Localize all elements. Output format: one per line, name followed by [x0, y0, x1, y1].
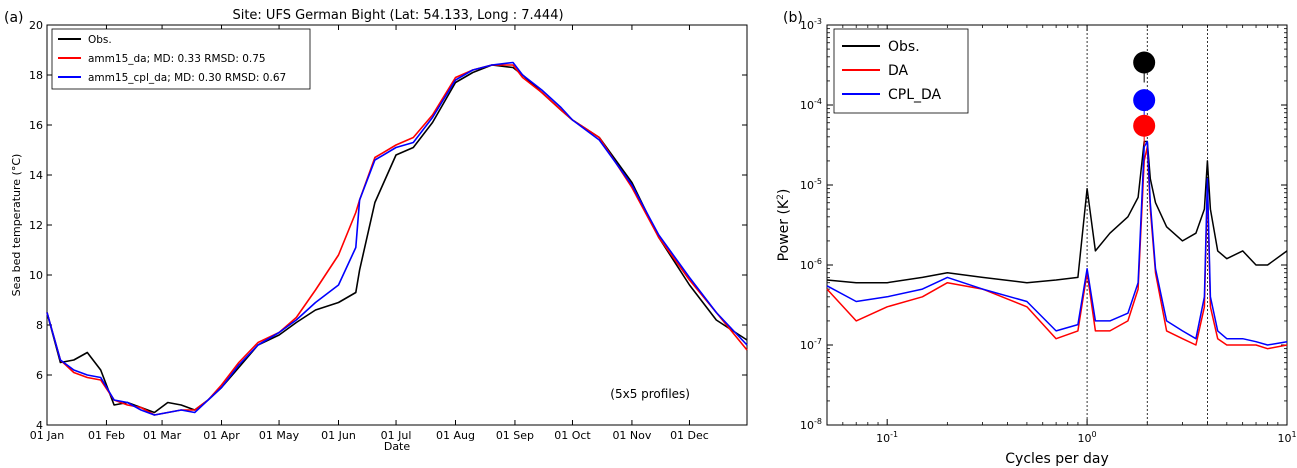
peak-marker-da — [1133, 114, 1156, 137]
y-tick-label: 10-5 — [800, 177, 822, 192]
x-tick-label: 01 Oct — [554, 429, 591, 442]
y-tick-label: 10 — [29, 269, 43, 282]
legend-label-obs: Obs. — [888, 39, 920, 55]
y-tick-label: 4 — [36, 419, 43, 432]
chart-title: Site: UFS German Bight (Lat: 54.133, Lon… — [232, 8, 563, 23]
y-tick-label: 10-3 — [800, 17, 822, 32]
y-tick-label: 10-6 — [800, 257, 822, 272]
y-tick-label: 20 — [29, 19, 43, 32]
series-line-da — [826, 146, 1288, 350]
series-line-amm15-cpl-da — [46, 61, 748, 416]
panel-a-label: (a) — [4, 10, 24, 26]
x-tick-label: 01 Feb — [88, 429, 125, 442]
y-tick-label: 10-7 — [800, 337, 822, 352]
x-tick-label: 01 Sep — [496, 429, 534, 442]
x-tick-label: 01 Jan — [30, 429, 64, 442]
legend-label-amm15-cpl-da: amm15_cpl_da; MD: 0.30 RMSD: 0.67 — [88, 72, 286, 84]
y-axis-label: Power (K2) — [776, 189, 792, 262]
panel-b-reference-lines — [1086, 25, 1208, 425]
panel-b-series-lines — [826, 140, 1288, 350]
x-tick-label: 01 Dec — [670, 429, 709, 442]
x-tick-label: 01 Jun — [321, 429, 356, 442]
series-line-obs — [826, 140, 1288, 284]
panel-b-power-spectrum-chart: (b) 10-810-710-610-510-410-3 10-1 100 101 … — [776, 10, 1297, 467]
panel-b-legend: Obs. DA CPL_DA — [833, 28, 969, 114]
panel-a-series-lines — [46, 61, 748, 416]
panel-b-x-axis: 10-1 100 101 — [826, 25, 1297, 445]
panel-b-peak-markers — [1133, 51, 1156, 146]
x-tick-label: 101 — [1277, 430, 1296, 445]
series-line-cpl-da — [826, 140, 1288, 346]
legend-label-cpl-da: CPL_DA — [888, 87, 942, 103]
x-axis-label: Date — [384, 440, 411, 453]
y-tick-label: 10-8 — [800, 417, 822, 432]
x-tick-label: 10-1 — [876, 430, 898, 445]
y-tick-label: 12 — [29, 219, 43, 232]
legend-label-obs: Obs. — [88, 34, 112, 46]
panel-b-y-axis: 10-8 10-7 10-6 10-5 10-4 10-3 — [800, 17, 1287, 432]
y-tick-label: 14 — [29, 169, 43, 182]
x-tick-label: 01 Aug — [436, 429, 475, 442]
x-axis-label: Cycles per day — [1005, 451, 1108, 467]
x-tick-label: 01 Jul — [381, 429, 412, 442]
x-tick-label: 01 May — [259, 429, 300, 442]
x-tick-label: 01 Nov — [612, 429, 651, 442]
y-axis-label: Sea bed temperature (°C) — [10, 154, 23, 297]
y-tick-label: 16 — [29, 119, 43, 132]
profiles-annotation: (5x5 profiles) — [610, 387, 690, 401]
y-tick-label: 18 — [29, 69, 43, 82]
panel-a-x-axis: 01 Jan 01 Feb 01 Mar 01 Apr 01 May 01 Jun 01 J… — [30, 25, 709, 442]
panel-a-y-axis: 4 6 8 10 12 14 16 18 20 — [29, 19, 747, 432]
legend-label-da: DA — [888, 63, 909, 79]
y-tick-label: 8 — [36, 319, 43, 332]
y-tick-label: 10-4 — [800, 97, 822, 112]
peak-marker-cpl-da — [1133, 89, 1156, 112]
peak-marker-obs — [1133, 51, 1156, 74]
panel-a-plot-area — [46, 24, 748, 426]
legend-label-amm15-da: amm15_da; MD: 0.33 RMSD: 0.75 — [88, 53, 266, 65]
x-tick-label: 01 Apr — [203, 429, 240, 442]
panel-a-temperature-chart: (a) Site: UFS German Bight (Lat: 54.133,… — [4, 8, 748, 453]
x-tick-label: 01 Mar — [143, 429, 182, 442]
y-tick-label: 6 — [36, 369, 43, 382]
x-tick-label: 100 — [1078, 430, 1097, 445]
panel-a-legend: Obs. amm15_da; MD: 0.33 RMSD: 0.75 amm15… — [51, 28, 311, 90]
panel-b-label: (b) — [783, 10, 803, 26]
